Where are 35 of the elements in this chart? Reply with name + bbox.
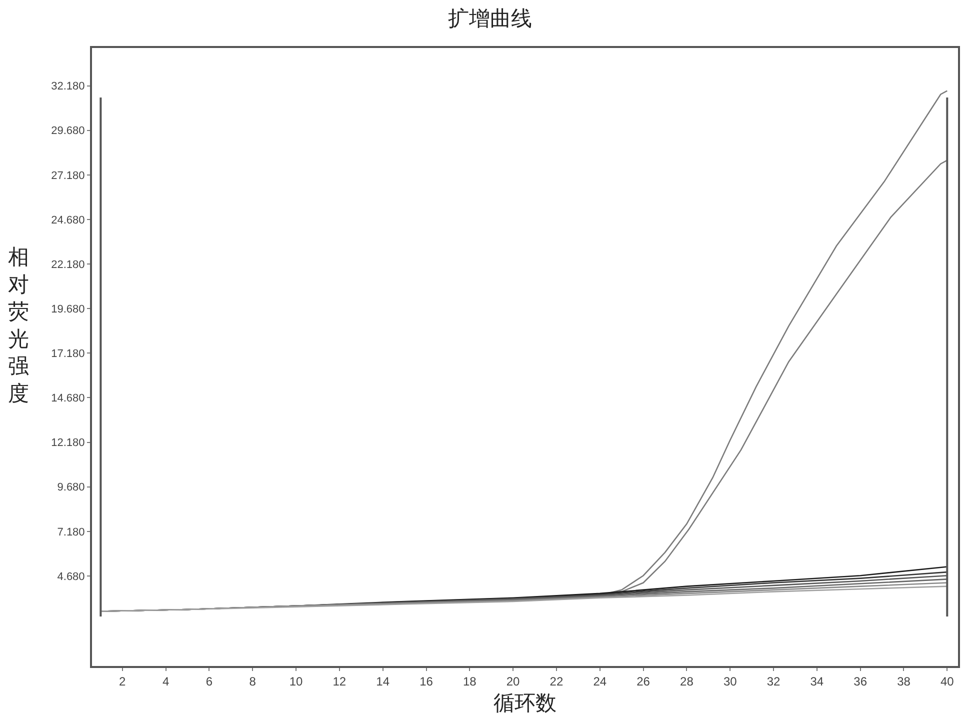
x-tick-label: 18 — [462, 674, 477, 688]
y-tick-label: 32.180 — [51, 80, 85, 93]
chart-title: 扩增曲线 — [448, 8, 532, 31]
x-tick-label: 2 — [119, 674, 126, 688]
x-tick-label: 4 — [162, 674, 170, 688]
x-tick-label: 20 — [506, 674, 520, 688]
y-axis-title: 相对荧光强度 — [8, 246, 29, 406]
y-tick-label: 29.680 — [51, 125, 85, 138]
x-tick-label: 32 — [766, 674, 781, 688]
x-tick-label: 16 — [420, 674, 434, 688]
y-tick-label: 4.680 — [57, 570, 85, 583]
y-tick-label: 27.180 — [51, 170, 85, 182]
x-tick-label: 36 — [854, 674, 868, 688]
x-tick-label: 6 — [206, 674, 213, 688]
x-tick-label: 34 — [810, 674, 824, 688]
x-tick-label: 8 — [249, 674, 256, 688]
y-tick-label: 22.180 — [51, 258, 85, 271]
x-tick-label: 24 — [593, 674, 607, 688]
y-tick-label: 14.680 — [51, 392, 85, 405]
x-axis-title: 循环数 — [494, 692, 556, 716]
x-tick-label: 28 — [680, 674, 694, 688]
y-tick-label: 9.680 — [57, 482, 85, 494]
x-tick-label: 40 — [940, 674, 954, 688]
y-tick-label: 24.680 — [51, 214, 85, 226]
y-tick-label: 19.680 — [51, 303, 85, 316]
x-tick-label: 30 — [723, 674, 738, 688]
x-tick-label: 10 — [289, 674, 304, 688]
x-tick-label: 14 — [376, 674, 390, 688]
x-tick-label: 26 — [636, 674, 650, 688]
x-tick-label: 22 — [550, 674, 564, 688]
y-tick-label: 12.180 — [51, 437, 85, 450]
x-tick-label: 12 — [332, 674, 346, 688]
x-tick-label: 38 — [897, 674, 911, 688]
y-tick-label: 7.180 — [57, 526, 85, 538]
y-tick-label: 17.180 — [51, 348, 85, 360]
